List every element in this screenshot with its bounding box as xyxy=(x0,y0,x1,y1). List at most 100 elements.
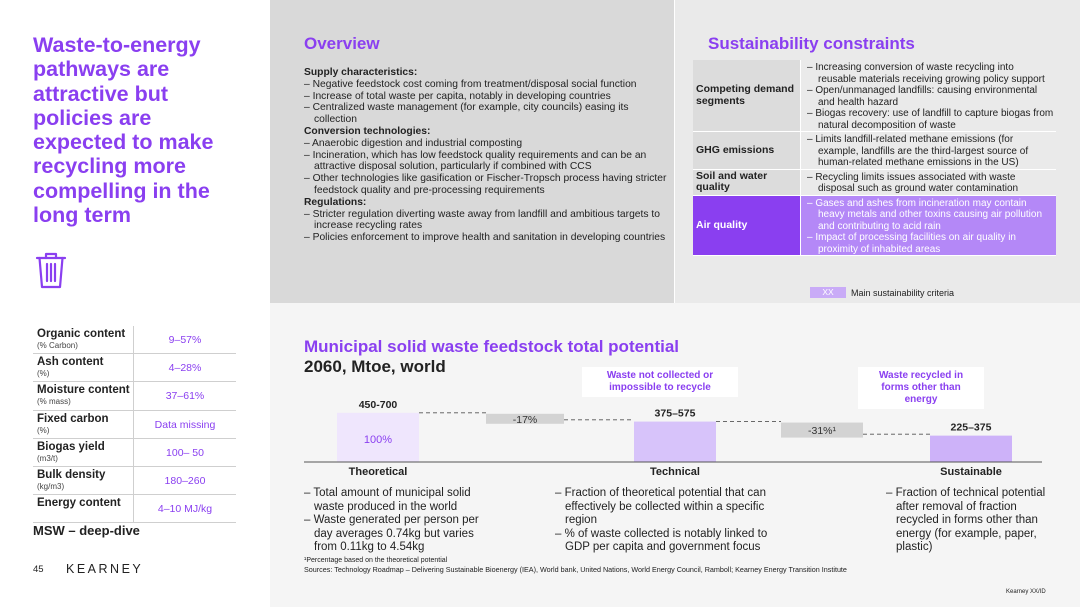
property-name: Fixed carbon xyxy=(37,412,109,425)
property-value: 37–61% xyxy=(133,382,236,411)
trash-bin-icon xyxy=(35,252,67,289)
property-label-group: Fixed carbon (%) xyxy=(37,412,137,436)
property-unit: (% mass) xyxy=(37,397,71,407)
property-row: Bulk density (kg/m3) 180–260 xyxy=(33,466,236,496)
constraint-item: – Open/unmanaged landfills: causing envi… xyxy=(807,85,1038,108)
property-unit: (% Carbon) xyxy=(37,341,78,350)
legend-swatch: XX xyxy=(810,287,846,298)
value-label: 375–575 xyxy=(655,408,696,420)
overview-item: – Stricter regulation diverting waste aw… xyxy=(304,208,660,232)
note-item: – Fraction of theoretical potential that… xyxy=(555,487,766,526)
overview-item: – Increase of total waste per capita, no… xyxy=(304,90,611,102)
property-unit: (%) xyxy=(37,425,50,435)
footnote: ¹Percentage based on the theoretical pot… xyxy=(304,557,448,564)
property-label-group: Energy content xyxy=(37,497,137,509)
overview-item: – Other technologies like gasification o… xyxy=(304,173,667,196)
constraint-item: – Increasing conversion of waste recycli… xyxy=(807,62,1045,85)
property-row: Energy content 4–10 MJ/kg xyxy=(33,495,236,524)
property-label-group: Organic content (% Carbon) xyxy=(37,328,137,351)
waterfall-chart: -17% -31%¹ 450-700 100% Theoretical 375–575 Te… xyxy=(304,399,1042,478)
note-item: – Waste generated per person per day ave… xyxy=(304,514,479,553)
property-value: 4–28% xyxy=(133,354,236,383)
constraint-category: GHG emissions xyxy=(693,132,800,169)
category-label: Technical xyxy=(650,466,700,478)
constraint-item: – Biogas recovery: use of landfill to ca… xyxy=(807,108,1054,131)
theoretical-note: – Total amount of municipal solid waste … xyxy=(304,487,500,555)
constraint-description: – Limits landfill-related methane emissi… xyxy=(800,132,1056,169)
overview-item: – Anaerobic digestion and industrial com… xyxy=(304,137,523,149)
msw-properties-table: Organic content (% Carbon) 9–57% Ash conten… xyxy=(33,326,236,524)
overview-item: – Policies enforcement to improve health… xyxy=(304,232,666,244)
note-item: – % of waste collected is notably linked… xyxy=(555,527,768,554)
sustainability-table: Competing demand segments – Increasing co… xyxy=(693,60,1056,256)
legend-label: Main sustainability criteria xyxy=(851,287,955,298)
technical-note: – Fraction of theoretical potential that… xyxy=(555,487,787,555)
property-unit: (%) xyxy=(37,369,50,379)
property-name: Biogas yield xyxy=(37,440,105,453)
property-label-group: Moisture content (% mass) xyxy=(37,385,137,407)
overview-heading: Supply characteristics: xyxy=(304,67,418,78)
property-unit: (m3/t) xyxy=(37,453,58,463)
sources-note: Sources: Technology Roadmap – Delivering… xyxy=(304,565,847,574)
constraint-category: Soil and water quality xyxy=(693,169,800,195)
property-value: 9–57% xyxy=(133,326,236,354)
category-label: Sustainable xyxy=(940,466,1002,478)
constraint-category: Competing demand segments xyxy=(693,60,800,131)
constraint-description: – Gases and ashes from incineration may … xyxy=(800,195,1056,255)
waterfall-title: Municipal solid waste feedstock total po… xyxy=(304,337,680,356)
copyright: Kearney XX/ID xyxy=(1006,589,1046,595)
constraint-item: – Impact of processing facilities on air… xyxy=(807,232,1016,255)
bar-theoretical xyxy=(337,412,419,462)
constraint-item: – Limits landfill-related methane emissi… xyxy=(807,134,1029,168)
bar-sustainable xyxy=(930,435,1012,462)
property-name: Ash content xyxy=(37,356,104,369)
overview-item: – Negative feedstock cost coming from tr… xyxy=(304,78,637,90)
overview-item: – Centralized waste management (for exam… xyxy=(304,102,629,126)
delta-label: -31%¹ xyxy=(808,425,837,437)
bar-inner-label: 100% xyxy=(364,434,392,446)
property-label-group: Biogas yield (m3/t) xyxy=(37,440,137,464)
callout-recycled: Waste recycled in forms other than energ… xyxy=(858,367,984,409)
category-label: Theoretical xyxy=(349,466,408,478)
overview-body: Supply characteristics: – Negative feedst… xyxy=(304,67,670,244)
constraint-item: – Recycling limits issues associated wit… xyxy=(807,171,1019,195)
property-label-group: Bulk density (kg/m3) xyxy=(37,468,137,492)
sustainable-note: – Fraction of technical potential after … xyxy=(886,487,1046,555)
bar-technical xyxy=(634,421,716,462)
value-label: 450-700 xyxy=(359,399,398,411)
brand-logo: KEARNEY xyxy=(66,562,144,576)
constraint-row: Soil and water quality – Recycling limits… xyxy=(693,169,1056,196)
page-number: 45 xyxy=(33,564,44,575)
constraint-description: – Recycling limits issues associated wit… xyxy=(800,169,1056,195)
constraint-category: Air quality xyxy=(693,195,800,255)
property-row: Organic content (% Carbon) 9–57% xyxy=(33,326,236,355)
property-value: 180–260 xyxy=(133,466,236,495)
note-item: – Total amount of municipal solid waste … xyxy=(304,487,471,513)
property-row: Moisture content (% mass) 37–61% xyxy=(33,382,236,411)
constraint-item: – Gases and ashes from incineration may … xyxy=(807,197,1043,232)
overview-item: – Incineration, which has low feedstock … xyxy=(304,149,647,173)
property-label-group: Ash content (%) xyxy=(37,356,137,379)
delta-bar xyxy=(781,422,863,438)
delta-bar xyxy=(486,413,564,424)
property-name: Moisture content xyxy=(37,384,130,397)
property-value: Data missing xyxy=(133,410,236,439)
section-label: MSW – deep-dive xyxy=(33,523,140,538)
overview-heading: Regulations: xyxy=(304,196,367,208)
waterfall-subtitle: 2060, Mtoe, world xyxy=(304,357,446,376)
property-unit: (kg/m3) xyxy=(37,481,65,491)
sustainability-title: Sustainability constraints xyxy=(708,34,915,53)
callout-not-collected: Waste not collected or impossible to rec… xyxy=(582,367,738,397)
property-row: Fixed carbon (%) Data missing xyxy=(33,410,236,439)
property-value: 100– 50 xyxy=(133,438,236,467)
constraint-row: Air quality – Gases and ashes from incine… xyxy=(693,195,1056,256)
property-name: Bulk density xyxy=(37,468,106,481)
overview-heading: Conversion technologies: xyxy=(304,125,431,137)
property-row: Ash content (%) 4–28% xyxy=(33,354,236,383)
overview-title: Overview xyxy=(304,34,380,53)
property-row: Biogas yield (m3/t) 100– 50 xyxy=(33,438,236,467)
constraint-row: GHG emissions – Limits landfill-related m… xyxy=(693,132,1056,170)
slide-headline: Waste-to-energy pathways are attractive … xyxy=(33,33,214,228)
constraint-row: Competing demand segments – Increasing co… xyxy=(693,60,1056,132)
